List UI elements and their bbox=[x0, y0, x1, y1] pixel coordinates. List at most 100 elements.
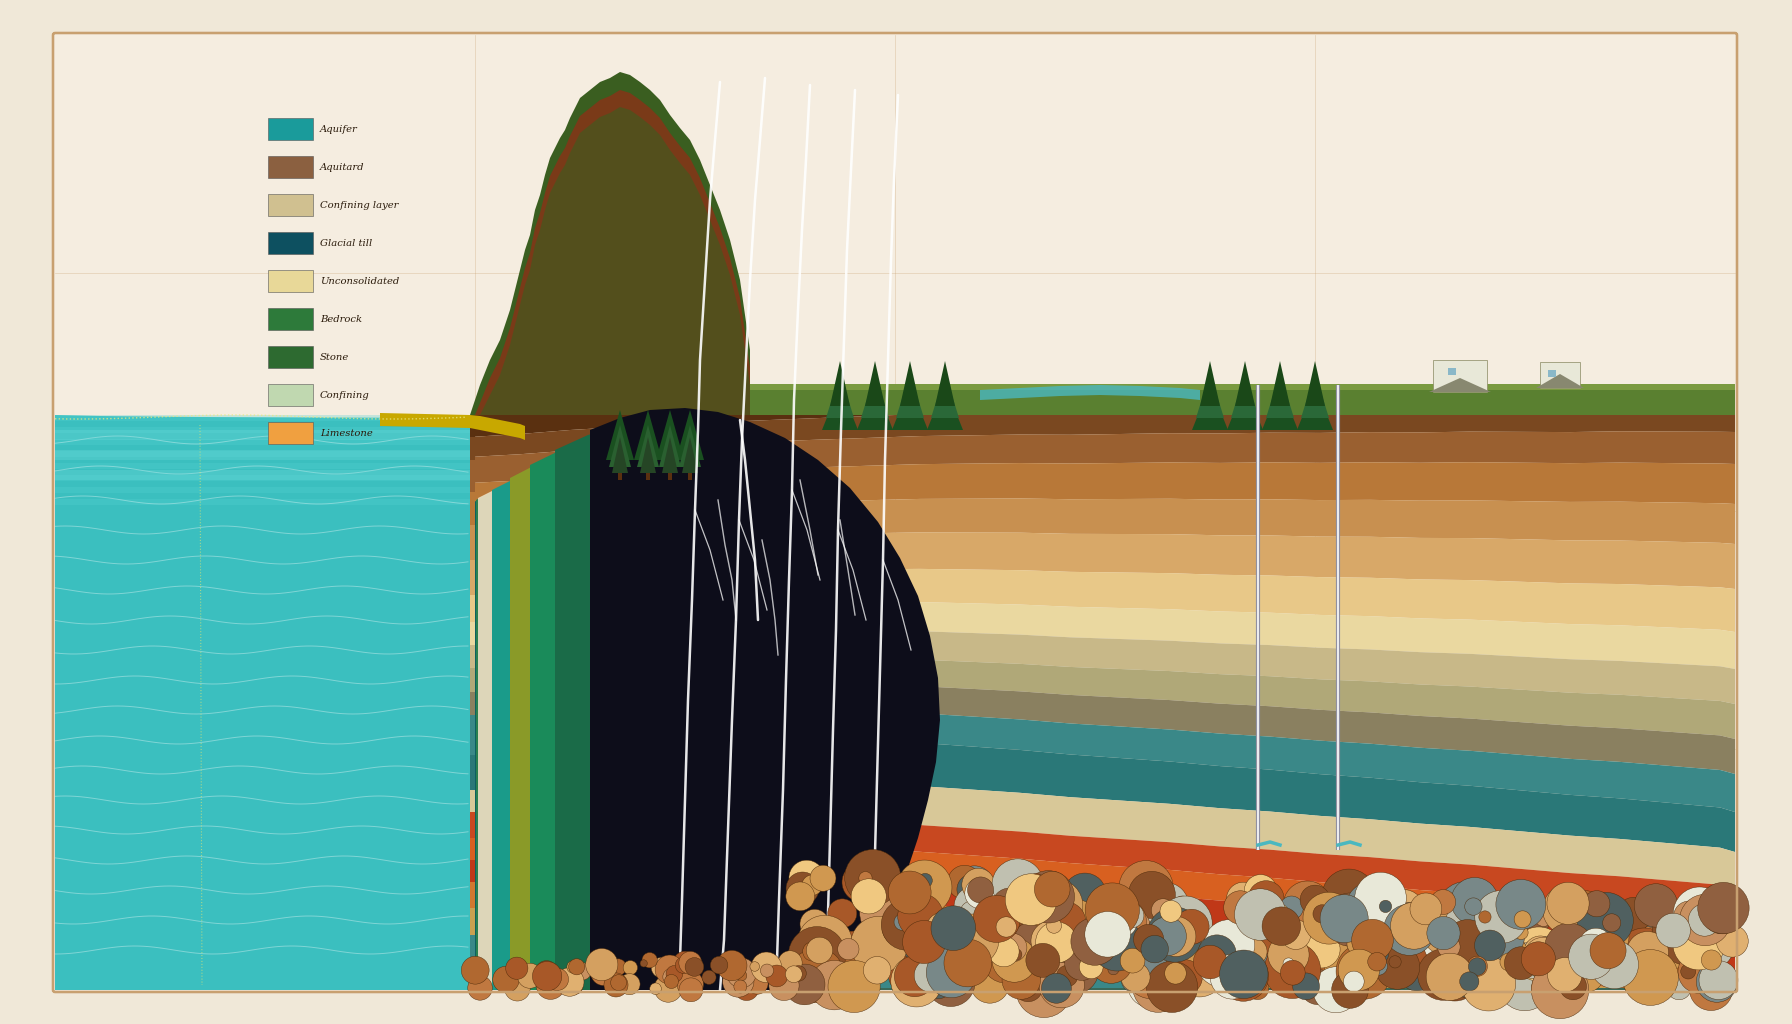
Circle shape bbox=[898, 860, 952, 914]
Circle shape bbox=[814, 954, 867, 1009]
Circle shape bbox=[1064, 946, 1098, 980]
Circle shape bbox=[1622, 959, 1661, 998]
Circle shape bbox=[1197, 943, 1224, 970]
Circle shape bbox=[1127, 963, 1172, 1008]
Polygon shape bbox=[470, 908, 475, 935]
Circle shape bbox=[1050, 899, 1100, 950]
Polygon shape bbox=[1428, 378, 1491, 392]
Polygon shape bbox=[269, 270, 314, 292]
Circle shape bbox=[1650, 933, 1688, 970]
Polygon shape bbox=[668, 470, 672, 480]
Circle shape bbox=[1400, 954, 1435, 991]
Polygon shape bbox=[606, 410, 634, 460]
Circle shape bbox=[624, 961, 638, 975]
Circle shape bbox=[726, 958, 756, 988]
Circle shape bbox=[787, 882, 815, 910]
Circle shape bbox=[1133, 962, 1183, 1013]
Circle shape bbox=[1186, 929, 1210, 950]
Polygon shape bbox=[56, 463, 470, 469]
Polygon shape bbox=[470, 492, 475, 525]
Circle shape bbox=[1047, 923, 1061, 937]
Polygon shape bbox=[470, 384, 1735, 437]
Circle shape bbox=[1564, 904, 1620, 959]
Circle shape bbox=[914, 958, 948, 992]
Circle shape bbox=[747, 973, 769, 994]
Circle shape bbox=[1339, 949, 1380, 990]
Circle shape bbox=[1165, 963, 1186, 984]
Circle shape bbox=[1238, 938, 1267, 966]
Circle shape bbox=[735, 980, 747, 993]
Circle shape bbox=[1371, 899, 1410, 939]
Circle shape bbox=[1195, 935, 1249, 987]
Circle shape bbox=[1674, 887, 1726, 940]
Circle shape bbox=[1374, 944, 1419, 989]
Polygon shape bbox=[56, 499, 470, 505]
Polygon shape bbox=[1539, 362, 1581, 388]
Circle shape bbox=[650, 983, 661, 994]
Circle shape bbox=[1640, 949, 1656, 966]
Circle shape bbox=[1353, 936, 1374, 957]
Circle shape bbox=[858, 871, 873, 885]
Polygon shape bbox=[470, 415, 525, 440]
FancyBboxPatch shape bbox=[54, 33, 1736, 992]
Circle shape bbox=[1464, 894, 1482, 911]
Circle shape bbox=[1410, 893, 1443, 925]
Polygon shape bbox=[56, 415, 470, 990]
Circle shape bbox=[1719, 933, 1742, 956]
Polygon shape bbox=[1305, 361, 1324, 406]
Circle shape bbox=[918, 873, 932, 888]
Circle shape bbox=[1674, 901, 1704, 932]
Circle shape bbox=[1063, 873, 1106, 915]
Circle shape bbox=[996, 916, 1016, 937]
Circle shape bbox=[674, 951, 697, 975]
Circle shape bbox=[1546, 883, 1590, 925]
Circle shape bbox=[896, 913, 943, 961]
Circle shape bbox=[1704, 983, 1717, 996]
Circle shape bbox=[778, 950, 803, 975]
Circle shape bbox=[751, 952, 781, 983]
Polygon shape bbox=[56, 450, 470, 460]
Circle shape bbox=[640, 959, 647, 967]
Circle shape bbox=[871, 949, 885, 964]
Circle shape bbox=[1369, 948, 1382, 962]
Circle shape bbox=[1271, 904, 1288, 923]
Circle shape bbox=[1279, 896, 1303, 920]
Circle shape bbox=[769, 971, 799, 1000]
Circle shape bbox=[1462, 956, 1516, 1011]
Circle shape bbox=[1122, 969, 1145, 992]
Circle shape bbox=[1193, 945, 1228, 979]
Polygon shape bbox=[470, 622, 475, 645]
Polygon shape bbox=[1301, 373, 1330, 418]
Polygon shape bbox=[470, 462, 1735, 515]
Circle shape bbox=[955, 972, 969, 986]
Circle shape bbox=[1468, 956, 1487, 976]
Circle shape bbox=[1147, 907, 1202, 963]
Circle shape bbox=[1545, 923, 1593, 972]
Circle shape bbox=[1460, 972, 1478, 991]
Circle shape bbox=[1701, 950, 1722, 970]
Polygon shape bbox=[470, 499, 1735, 545]
Circle shape bbox=[1328, 899, 1371, 943]
Circle shape bbox=[676, 957, 692, 974]
Circle shape bbox=[1007, 888, 1021, 902]
Circle shape bbox=[1057, 918, 1100, 962]
Circle shape bbox=[1344, 921, 1360, 935]
Circle shape bbox=[737, 971, 747, 981]
Circle shape bbox=[1054, 895, 1068, 909]
Circle shape bbox=[1072, 918, 1118, 966]
Circle shape bbox=[1579, 932, 1615, 969]
Circle shape bbox=[1244, 874, 1278, 907]
Polygon shape bbox=[900, 361, 919, 406]
Circle shape bbox=[1478, 910, 1491, 923]
Circle shape bbox=[1622, 925, 1638, 941]
Polygon shape bbox=[470, 812, 475, 838]
Circle shape bbox=[948, 914, 998, 966]
Circle shape bbox=[1342, 952, 1374, 986]
Circle shape bbox=[1152, 899, 1174, 922]
Circle shape bbox=[1107, 922, 1134, 948]
Polygon shape bbox=[470, 72, 751, 415]
Circle shape bbox=[1346, 924, 1383, 959]
Circle shape bbox=[1584, 891, 1609, 916]
Circle shape bbox=[1471, 895, 1509, 933]
Circle shape bbox=[932, 906, 975, 950]
